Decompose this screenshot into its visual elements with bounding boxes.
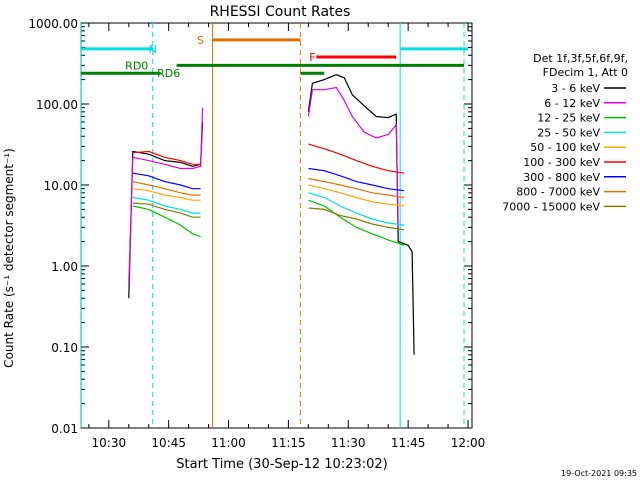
y-tick-label: 100.00 (36, 98, 78, 112)
series-line (308, 199, 405, 246)
x-tick-label: 11:30 (331, 436, 366, 450)
flag-label: RD0 (125, 59, 148, 72)
legend-entry-label: 3 - 6 keV (551, 82, 600, 95)
legend-entry-label: 25 - 50 keV (537, 126, 600, 139)
x-tick-label: 11:45 (391, 436, 426, 450)
legend-header: FDecim 1, Att 0 (543, 66, 628, 79)
flag-label: F (309, 51, 315, 64)
series-line (132, 205, 201, 238)
legend-entry-label: 100 - 300 keV (523, 156, 600, 169)
series-line (308, 167, 405, 192)
x-tick-label: 10:45 (151, 436, 186, 450)
y-tick-label: 1000.00 (28, 17, 78, 31)
timestamp-label: 19-Oct-2021 09:35 (561, 469, 637, 478)
x-tick-label: 11:00 (211, 436, 246, 450)
y-axis-label: Count Rate (s⁻¹ detector segment⁻¹) (2, 148, 16, 368)
legend-entry-label: 6 - 12 keV (544, 97, 600, 110)
flag-label: S (197, 34, 204, 47)
series-line (128, 107, 204, 285)
legend-entry-label: 7000 - 15000 keV (502, 200, 600, 213)
series-line (132, 196, 201, 214)
legend-entry-label: 300 - 800 keV (523, 171, 600, 184)
x-axis-label: Start Time (30-Sep-12 10:23:02) (176, 457, 387, 472)
series-line (132, 188, 201, 201)
legend-entry-label: 12 - 25 keV (537, 112, 600, 125)
y-tick-label: 0.10 (51, 341, 78, 355)
chart-title: RHESSI Count Rates (210, 4, 351, 20)
series-line (308, 178, 405, 199)
series-line (132, 202, 201, 218)
legend-header: Det 1f,3f,5f,6f,9f, (533, 52, 628, 65)
series-line (132, 172, 201, 190)
series-line (308, 184, 405, 207)
series-line (132, 181, 201, 196)
series-line (307, 74, 415, 355)
x-tick-label: 10:30 (92, 436, 127, 450)
series-line (308, 192, 405, 226)
legend-entry-label: 50 - 100 keV (530, 141, 600, 154)
series-line (308, 207, 405, 231)
y-tick-label: 10.00 (44, 179, 78, 193)
flag-label: RD6 (157, 67, 180, 80)
series-line (307, 86, 399, 228)
series-line (132, 150, 201, 165)
y-tick-label: 1.00 (51, 260, 78, 274)
x-tick-label: 11:15 (271, 436, 306, 450)
legend-entry-label: 800 - 7000 keV (516, 186, 600, 199)
x-tick-label: 12:00 (451, 436, 486, 450)
y-tick-label: 0.01 (51, 422, 78, 436)
series-line (308, 143, 405, 174)
flag-label: N (149, 43, 157, 56)
